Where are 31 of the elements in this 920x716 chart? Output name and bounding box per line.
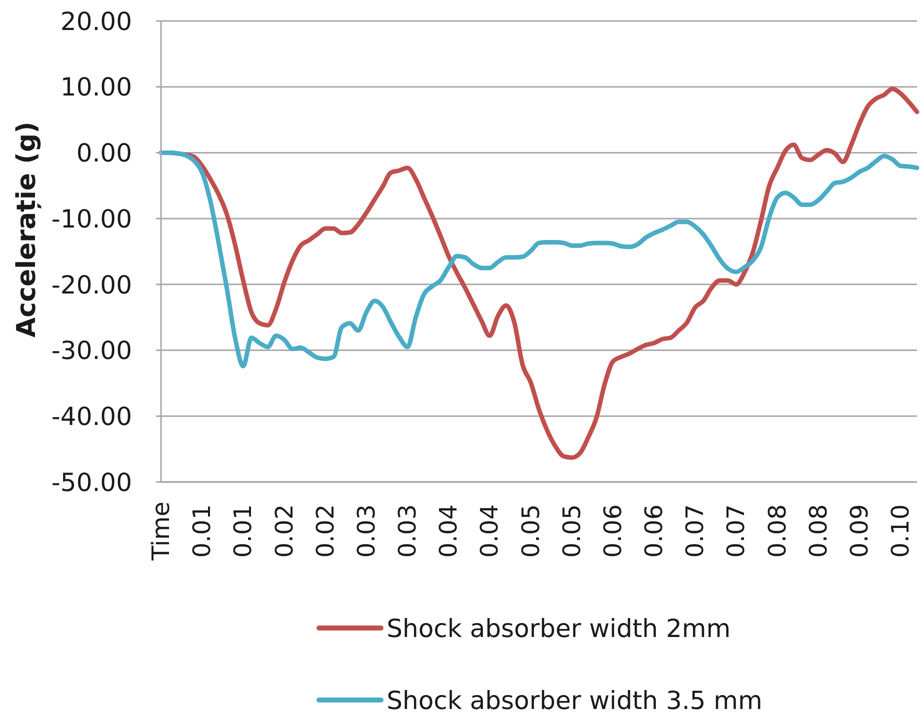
y-tick-label: -20.00 — [51, 270, 132, 300]
y-tick-label: -30.00 — [51, 336, 132, 366]
x-tick-label: 0.01 — [229, 504, 258, 558]
x-tick-label: 0.01 — [188, 504, 216, 558]
y-tick-label: -40.00 — [51, 402, 132, 432]
x-tick-label: 0.08 — [763, 504, 792, 558]
x-tick-label: 0.04 — [476, 504, 504, 558]
y-tick-label: 20.00 — [60, 6, 132, 36]
x-tick-label: 0.09 — [845, 504, 874, 558]
x-tick-label: 0.02 — [311, 504, 340, 558]
x-tick-label: 0.04 — [434, 504, 463, 558]
x-tick-label: 0.06 — [640, 504, 668, 558]
x-tick-label: 0.08 — [804, 504, 832, 558]
y-tick-label: 0.00 — [76, 138, 132, 168]
line-series — [158, 150, 920, 368]
x-tick-label: 0.03 — [394, 504, 422, 558]
x-tick-label: 0.05 — [558, 504, 586, 558]
x-tick-label: 0.07 — [681, 504, 710, 558]
x-tick-label: 0.07 — [722, 504, 750, 558]
legend-label: Shock absorber width 3.5 mm — [386, 686, 762, 714]
x-tick-label: 0.06 — [598, 504, 627, 558]
y-tick-label: -10.00 — [51, 204, 132, 234]
x-tick-label: 0.03 — [352, 504, 380, 558]
x-tick-label: Time — [147, 502, 175, 562]
x-tick-label: 0.02 — [270, 504, 298, 558]
y-axis-title: Accelerație (g) — [12, 122, 42, 338]
y-tick-label: 10.00 — [60, 72, 132, 102]
x-tick-label: 0.10 — [886, 504, 915, 558]
y-tick-label: -50.00 — [51, 468, 132, 497]
x-tick-label: 0.05 — [516, 504, 545, 558]
legend-label: Shock absorber width 2mm — [386, 614, 731, 642]
